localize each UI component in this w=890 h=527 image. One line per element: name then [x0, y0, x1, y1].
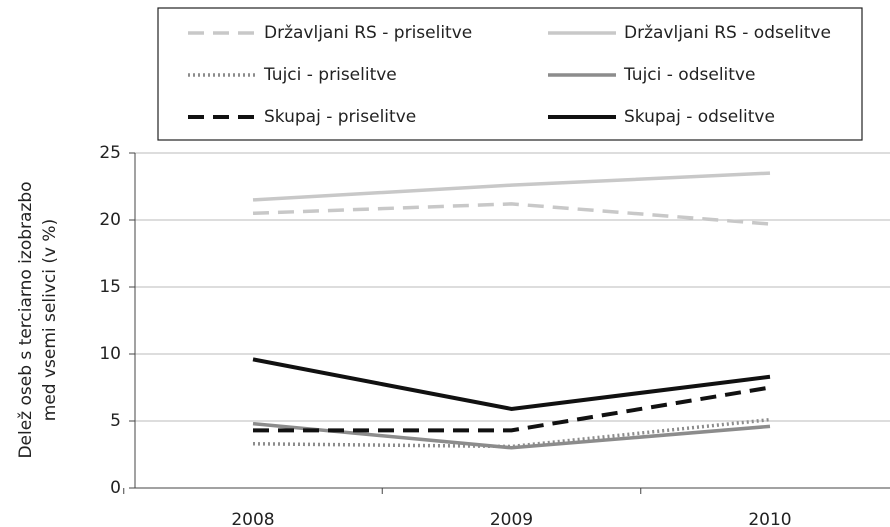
series-line — [252, 202, 771, 226]
series-line — [252, 171, 771, 202]
y-axis-title-line: Delež oseb s terciarno izobrazbo — [16, 181, 36, 458]
legend-label: Tujci - priselitve — [263, 65, 397, 85]
series-line — [252, 357, 771, 411]
x-tick-label: 2008 — [231, 510, 274, 527]
legend-label: Skupaj - priselitve — [264, 107, 416, 127]
y-tick-label: 15 — [99, 277, 121, 297]
legend-label: Tujci - odselitve — [623, 65, 755, 85]
legend-box — [157, 7, 863, 141]
y-tick-label: 5 — [110, 411, 121, 431]
y-tick-label: 10 — [99, 344, 121, 364]
legend-label: Državljani RS - priselitve — [264, 23, 472, 43]
x-tick-label: 2009 — [490, 510, 533, 527]
y-tick-label: 20 — [99, 210, 121, 230]
y-axis-title: Delež oseb s terciarno izobrazbo med vse… — [16, 181, 60, 458]
x-tick-label: 2010 — [748, 510, 791, 527]
y-tick-label: 25 — [99, 143, 121, 163]
series-line — [253, 385, 771, 433]
legend-label: Državljani RS - odselitve — [624, 23, 831, 43]
series-line — [252, 417, 771, 449]
y-tick-label: 0 — [110, 478, 121, 498]
legend-label: Skupaj - odselitve — [624, 107, 775, 127]
y-axis-title-line: med vsemi selivci (v %) — [40, 219, 60, 421]
